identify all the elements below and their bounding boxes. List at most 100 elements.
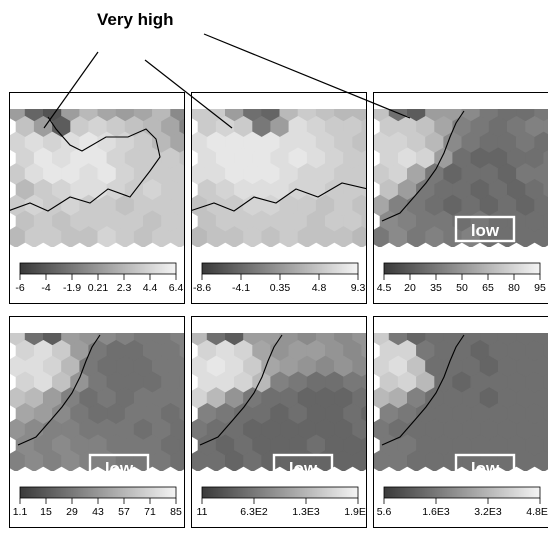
colorbar-tick-label: 9.3	[351, 282, 366, 294]
hex-cell	[361, 405, 366, 422]
legend-area	[10, 247, 184, 303]
cluster-border	[381, 110, 465, 222]
hex-cell	[179, 374, 184, 391]
legend-area	[374, 471, 548, 527]
hex-cell	[361, 374, 366, 391]
low-annotation-label: low	[289, 459, 318, 478]
colorbar-tick-label: -8.6	[193, 282, 211, 294]
colorbar-tick-label: 4.4	[143, 282, 158, 294]
colorbar-tick-label: 1.1	[13, 506, 28, 518]
title-strip	[192, 317, 366, 333]
colorbar-tick-label: 57	[118, 506, 130, 518]
colorbar-tick-label: 71	[144, 506, 156, 518]
hex-cell	[179, 342, 184, 359]
colorbar-tick-label: 95	[534, 282, 546, 294]
legend-area	[374, 247, 548, 303]
hex-cell	[543, 150, 548, 167]
legend-area	[192, 471, 366, 527]
som-panel: GDP%90-00-6-4-1.90.212.34.46.4	[9, 92, 185, 304]
colorbar-tick-label: 1.9E3	[344, 506, 367, 518]
colorbar-tick-label: 50	[456, 282, 468, 294]
hex-cell	[543, 181, 548, 198]
low-annotation-box	[454, 453, 516, 481]
hex-cell	[543, 118, 548, 135]
hex-cell	[361, 437, 366, 454]
colorbar-tick-label: 5.6	[377, 506, 392, 518]
hex-cell	[361, 150, 366, 167]
colorbar-tick-label: 43	[92, 506, 104, 518]
colorbar	[201, 486, 359, 499]
colorbar	[383, 486, 541, 499]
colorbar-tick-label: 6.3E2	[240, 506, 268, 518]
colorbar-tick-label: 29	[66, 506, 78, 518]
cluster-border	[17, 334, 101, 446]
legend-area	[10, 471, 184, 527]
low-annotation-box	[88, 453, 150, 481]
som-map: -8.6 -4.1 0.35 4.8 9.3	[192, 93, 366, 303]
very-high-label: Very high	[97, 10, 174, 29]
colorbar-tick-label: 15	[40, 506, 52, 518]
low-annotation-label: low	[105, 459, 134, 478]
som-map: 11 6.3E2 1.3E3 1.9E3 low	[192, 317, 367, 527]
hex-cell	[179, 213, 184, 230]
colorbar-tick-label: 1.3E3	[292, 506, 320, 518]
low-annotation-label: low	[471, 459, 500, 478]
low-annotation-label: low	[471, 221, 500, 240]
colorbar-tick-label: 20	[404, 282, 416, 294]
hex-cell	[543, 437, 548, 454]
cluster-border	[381, 334, 465, 446]
colorbar-tick-label: -4	[41, 282, 50, 294]
colorbar-tick-label: -6	[15, 282, 24, 294]
low-annotation-box	[272, 453, 334, 481]
legend-area	[192, 247, 366, 303]
colorbar-tick-label: 85	[170, 506, 182, 518]
low-annotation-box	[454, 215, 516, 243]
som-map: 1.1 15 29 43 57 71 85 low	[10, 317, 184, 527]
colorbar-tick-label: 2.3	[117, 282, 132, 294]
cluster-border	[192, 182, 366, 212]
colorbar-tick-label: 80	[508, 282, 520, 294]
colorbar	[383, 262, 541, 275]
colorbar-tick-label: 35	[430, 282, 442, 294]
colorbar-tick-label: 4.5	[377, 282, 392, 294]
colorbar-tick-label: 0.35	[270, 282, 291, 294]
title-strip	[10, 93, 184, 109]
colorbar-tick-label: 0.21	[88, 282, 109, 294]
hex-cell	[543, 405, 548, 422]
title-strip	[10, 317, 184, 333]
hex-cell	[361, 181, 366, 198]
colorbar	[201, 262, 359, 275]
som-map: -6 -4 -1.9 0.21 2.3 4.4 6.4	[10, 93, 184, 303]
hex-cell	[361, 213, 366, 230]
hex-cell	[179, 405, 184, 422]
cluster-border	[199, 334, 283, 446]
title-strip	[374, 317, 548, 333]
som-map: 4.5 20 35 50 65 80 95 low	[374, 93, 548, 303]
colorbar-tick-label: 3.2E3	[474, 506, 502, 518]
hex-cell	[179, 437, 184, 454]
hex-cell	[361, 118, 366, 135]
hex-cell	[543, 374, 548, 391]
colorbar-tick-label: -4.1	[232, 282, 250, 294]
hex-cell	[543, 342, 548, 359]
colorbar-tick-label: 6.4	[169, 282, 184, 294]
hex-cell	[543, 213, 548, 230]
colorbar	[19, 262, 177, 275]
colorbar-tick-label: -1.9	[63, 282, 81, 294]
colorbar-tick-label: 4.8	[312, 282, 327, 294]
som-panel: Industry%90-00-8.6-4.10.354.89.3	[191, 92, 367, 304]
hex-cell	[179, 181, 184, 198]
colorbar-tick-label: 1.6E3	[422, 506, 450, 518]
colorbar-tick-label: 11	[197, 506, 208, 518]
colorbar-tick-label: 4.8E3	[526, 506, 548, 518]
hex-cell	[361, 342, 366, 359]
title-strip	[192, 93, 366, 109]
hex-cell	[179, 150, 184, 167]
title-strip	[374, 93, 548, 109]
colorbar	[19, 486, 177, 499]
colorbar-tick-label: 65	[482, 282, 494, 294]
